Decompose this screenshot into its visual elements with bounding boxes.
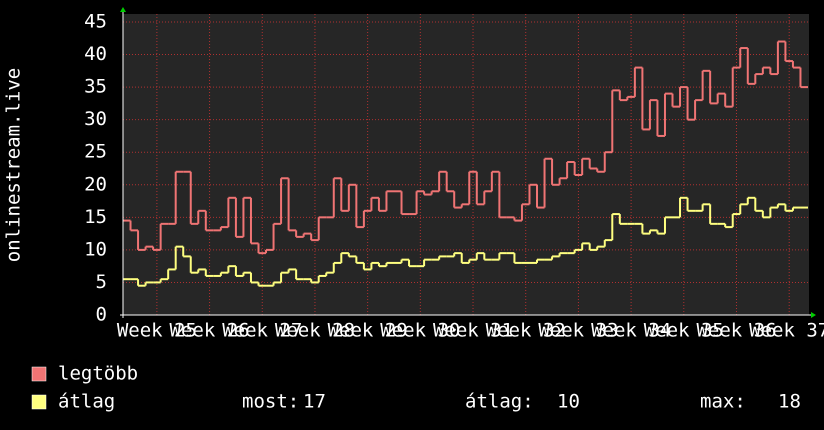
x-tick-label: Week 31 <box>433 320 513 342</box>
x-tick-label: Week 29 <box>328 320 408 342</box>
y-tick-label: 10 <box>84 238 107 260</box>
x-tick-label: Week 35 <box>644 320 724 342</box>
y-tick-label: 25 <box>84 141 107 163</box>
stat-label: átlag: <box>465 391 534 413</box>
legend-swatch <box>31 394 47 410</box>
y-tick-label: 0 <box>96 304 107 326</box>
y-tick-label: 45 <box>84 11 107 33</box>
y-tick-label: 30 <box>84 108 107 130</box>
x-tick-label: Week 30 <box>380 320 460 342</box>
y-tick-label: 15 <box>84 206 107 228</box>
legend-label: legtöbb <box>58 363 138 385</box>
y-tick-label: 35 <box>84 76 107 98</box>
x-tick-label: Week 26 <box>170 320 250 342</box>
x-tick-label: Week 25 <box>117 320 197 342</box>
legend-label: átlag <box>58 391 115 413</box>
x-tick-label: Week 36 <box>696 320 776 342</box>
y-tick-label: 20 <box>84 173 107 195</box>
plot-area <box>123 14 809 315</box>
x-tick-label: Week 32 <box>486 320 566 342</box>
y-tick-label: 5 <box>96 271 107 293</box>
x-tick-label: Week 33 <box>538 320 618 342</box>
x-tick-label: Week 34 <box>591 320 671 342</box>
stat-value: 18 <box>778 391 801 413</box>
stat-label: max: <box>700 391 746 413</box>
x-tick-label: Week 28 <box>275 320 355 342</box>
axis-arrow <box>811 312 816 318</box>
y-axis-label: onlinestream.live <box>3 68 25 262</box>
y-tick-label: 40 <box>84 43 107 65</box>
legend-swatch <box>31 366 47 382</box>
x-tick-label: Week 37 <box>749 320 824 342</box>
stat-value: 10 <box>557 391 580 413</box>
stat-label: most: <box>242 391 299 413</box>
stat-value: 17 <box>303 391 326 413</box>
axis-arrow <box>120 7 126 12</box>
x-tick-label: Week 27 <box>222 320 302 342</box>
